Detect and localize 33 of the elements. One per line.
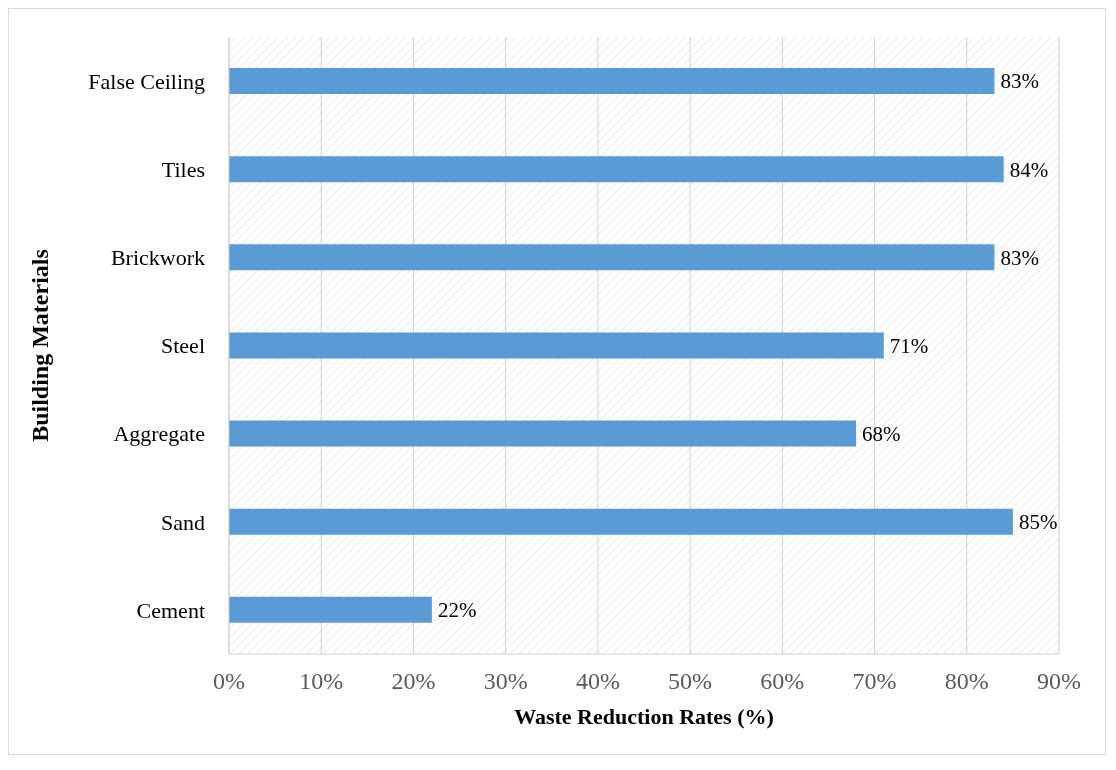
y-tick-label: Steel	[161, 333, 205, 359]
bar	[229, 508, 1013, 535]
x-tick-label: 40%	[575, 668, 620, 695]
x-tick-label: 0%	[213, 668, 245, 695]
bar	[229, 332, 884, 359]
x-tick-label: 10%	[299, 668, 344, 695]
data-label: 22%	[437, 598, 477, 623]
x-tick-label: 90%	[1037, 668, 1081, 695]
bar	[229, 68, 995, 94]
x-tick-label: 30%	[483, 668, 528, 695]
data-label: 83%	[1000, 69, 1039, 94]
data-label: 84%	[1009, 157, 1049, 182]
x-tick-label: 60%	[760, 668, 805, 695]
y-axis-title: Building Materials	[26, 249, 53, 442]
data-label: 85%	[1018, 510, 1058, 535]
y-tick-label: Tiles	[161, 157, 205, 183]
bar	[229, 244, 995, 271]
x-tick-label: 70%	[852, 668, 897, 695]
bar	[229, 596, 432, 623]
data-label: 71%	[889, 333, 929, 358]
y-tick-label: Brickwork	[110, 245, 205, 271]
y-tick-label: False Ceiling	[88, 68, 205, 94]
data-label: 68%	[862, 422, 901, 447]
x-tick-label: 50%	[668, 668, 713, 695]
y-tick-label: Cement	[136, 597, 205, 623]
x-tick-label: 20%	[391, 668, 436, 695]
y-tick-label: Sand	[161, 509, 205, 535]
x-tick-label: 80%	[944, 668, 989, 695]
bar	[229, 420, 857, 447]
x-axis-title: Waste Reduction Rates (%)	[514, 704, 774, 729]
y-tick-label: Aggregate	[113, 421, 205, 447]
bar	[229, 156, 1004, 183]
data-label: 83%	[1000, 245, 1039, 270]
